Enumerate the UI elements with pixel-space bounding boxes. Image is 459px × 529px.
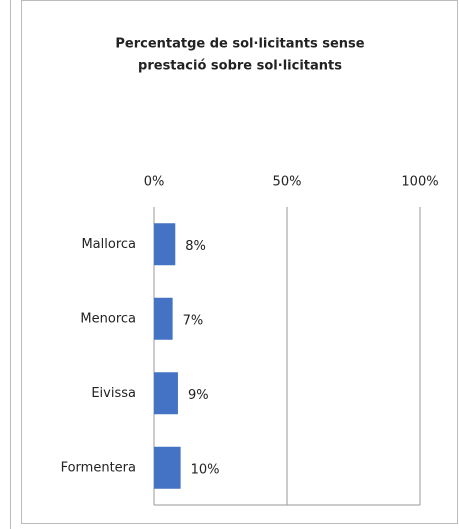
- bar: [154, 297, 173, 340]
- data-label: 9%: [188, 388, 209, 403]
- bar: [154, 223, 176, 266]
- chart-title: prestació sobre sol·licitants: [138, 59, 342, 74]
- bar: [154, 446, 181, 489]
- data-label: 10%: [191, 462, 220, 477]
- data-label: 8%: [185, 239, 206, 254]
- y-tick-label: Mallorca: [81, 237, 136, 252]
- chart-title: Percentatge de sol·licitants sense: [115, 37, 364, 52]
- chart-panel: [21, 0, 458, 524]
- data-label: 7%: [183, 313, 204, 328]
- x-tick-label: 100%: [401, 175, 438, 190]
- y-tick-label: Menorca: [80, 311, 136, 326]
- y-tick-label: Eivissa: [91, 386, 136, 401]
- x-tick-label: 50%: [273, 175, 302, 190]
- bar: [154, 372, 178, 415]
- y-tick-label: Formentera: [61, 460, 136, 475]
- x-tick-label: 0%: [144, 175, 165, 190]
